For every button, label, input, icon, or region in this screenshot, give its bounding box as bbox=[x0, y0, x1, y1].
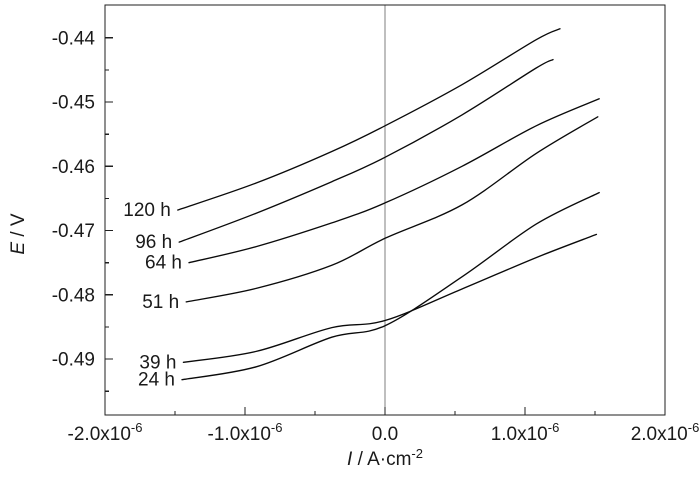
curve-120h bbox=[177, 28, 561, 211]
x-axis-title-exponent: -2 bbox=[411, 446, 423, 461]
curve-64h bbox=[188, 98, 600, 264]
x-tick-label: -2.0x10-6 bbox=[68, 420, 143, 445]
curve-label-51h: 51 h bbox=[142, 292, 179, 313]
x-tick-label: 1.0x10-6 bbox=[491, 420, 560, 445]
x-tick-label: -1.0x10-6 bbox=[208, 420, 283, 445]
y-tick-label: -0.47 bbox=[52, 221, 95, 242]
curve-label-64h: 64 h bbox=[145, 253, 182, 274]
y-tick-label: -0.45 bbox=[52, 93, 95, 114]
y-tick-label: -0.49 bbox=[52, 350, 95, 371]
y-tick-label: -0.48 bbox=[52, 285, 95, 306]
x-axis-title: I / A·cm-2 bbox=[105, 446, 665, 471]
curve-39h bbox=[182, 233, 598, 363]
curve-label-39h: 39 h bbox=[139, 352, 176, 373]
x-axis-title-symbol: I bbox=[347, 449, 353, 470]
y-tick-label: -0.44 bbox=[52, 28, 96, 49]
x-axis-title-units: / A·cm bbox=[352, 449, 412, 470]
curve-51h bbox=[185, 116, 599, 303]
y-tick-label: -0.46 bbox=[52, 157, 95, 178]
x-tick-label: 0.0 bbox=[372, 424, 398, 445]
curve-24h bbox=[181, 191, 600, 381]
curve-label-96h: 96 h bbox=[135, 232, 172, 253]
y-axis-title-units: / V bbox=[8, 213, 29, 242]
y-axis-title-symbol: E bbox=[8, 241, 29, 255]
curve-label-24h: 24 h bbox=[138, 370, 175, 391]
x-tick-label: 2.0x10-6 bbox=[631, 420, 700, 445]
curve-96h bbox=[178, 58, 554, 243]
curve-label-120h: 120 h bbox=[123, 200, 171, 221]
y-axis-title: E / V bbox=[8, 213, 30, 254]
